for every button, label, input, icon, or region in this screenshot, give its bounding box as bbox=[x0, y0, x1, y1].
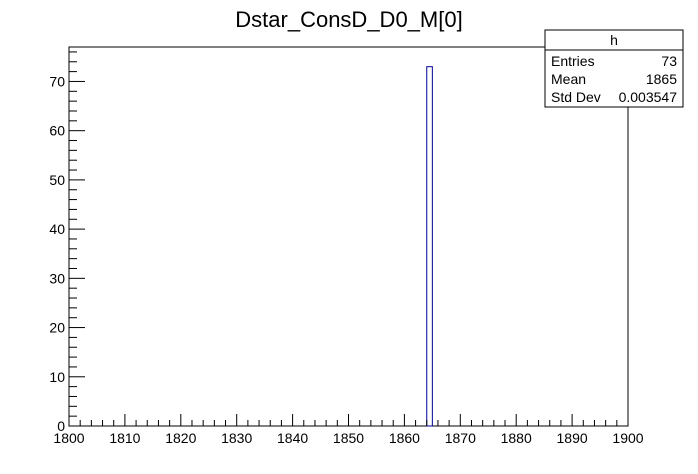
y-tick-label-2: 20 bbox=[49, 320, 65, 336]
stats-box-frame bbox=[544, 29, 684, 108]
stats-stddev-value: 0.003547 bbox=[619, 89, 678, 105]
x-tick-label-7: 1870 bbox=[445, 430, 476, 446]
stats-mean-value: 1865 bbox=[646, 71, 677, 87]
x-tick-label-3: 1830 bbox=[221, 430, 252, 446]
x-tick-label-9: 1890 bbox=[557, 430, 588, 446]
x-tick-label-1: 1810 bbox=[109, 430, 140, 446]
x-axis: 1800 1810 1820 1830 1840 1850 1860 1870 1880 1890… bbox=[53, 414, 644, 446]
y-tick-label-0: 0 bbox=[57, 418, 65, 434]
histogram-bars bbox=[426, 66, 433, 427]
x-tick-label-4: 1840 bbox=[277, 430, 308, 446]
x-tick-label-6: 1860 bbox=[389, 430, 420, 446]
stats-box: h Entries 73 Mean 1865 Std Dev 0.003547 bbox=[544, 29, 684, 108]
x-tick-label-10: 1900 bbox=[612, 430, 643, 446]
x-tick-label-2: 1820 bbox=[165, 430, 196, 446]
stats-entries-label: Entries bbox=[551, 53, 595, 69]
y-tick-label-4: 40 bbox=[49, 221, 65, 237]
y-tick-label-5: 50 bbox=[49, 172, 65, 188]
stats-box-title: h bbox=[610, 32, 618, 48]
stats-stddev-label: Std Dev bbox=[551, 89, 601, 105]
y-tick-label-7: 70 bbox=[49, 73, 65, 89]
stats-entries-value: 73 bbox=[661, 53, 677, 69]
x-tick-label-0: 1800 bbox=[53, 430, 84, 446]
y-tick-label-3: 30 bbox=[49, 270, 65, 286]
y-tick-label-1: 10 bbox=[49, 369, 65, 385]
histogram-bar-0 bbox=[426, 66, 433, 427]
x-tick-label-8: 1880 bbox=[501, 430, 532, 446]
x-tick-label-5: 1850 bbox=[333, 430, 364, 446]
plot-frame bbox=[68, 46, 629, 427]
y-tick-label-6: 60 bbox=[49, 123, 65, 139]
chart-title: Dstar_ConsD_D0_M[0] bbox=[235, 7, 462, 32]
y-axis: 0 10 20 30 40 50 60 70 bbox=[49, 51, 85, 434]
stats-mean-label: Mean bbox=[551, 71, 586, 87]
